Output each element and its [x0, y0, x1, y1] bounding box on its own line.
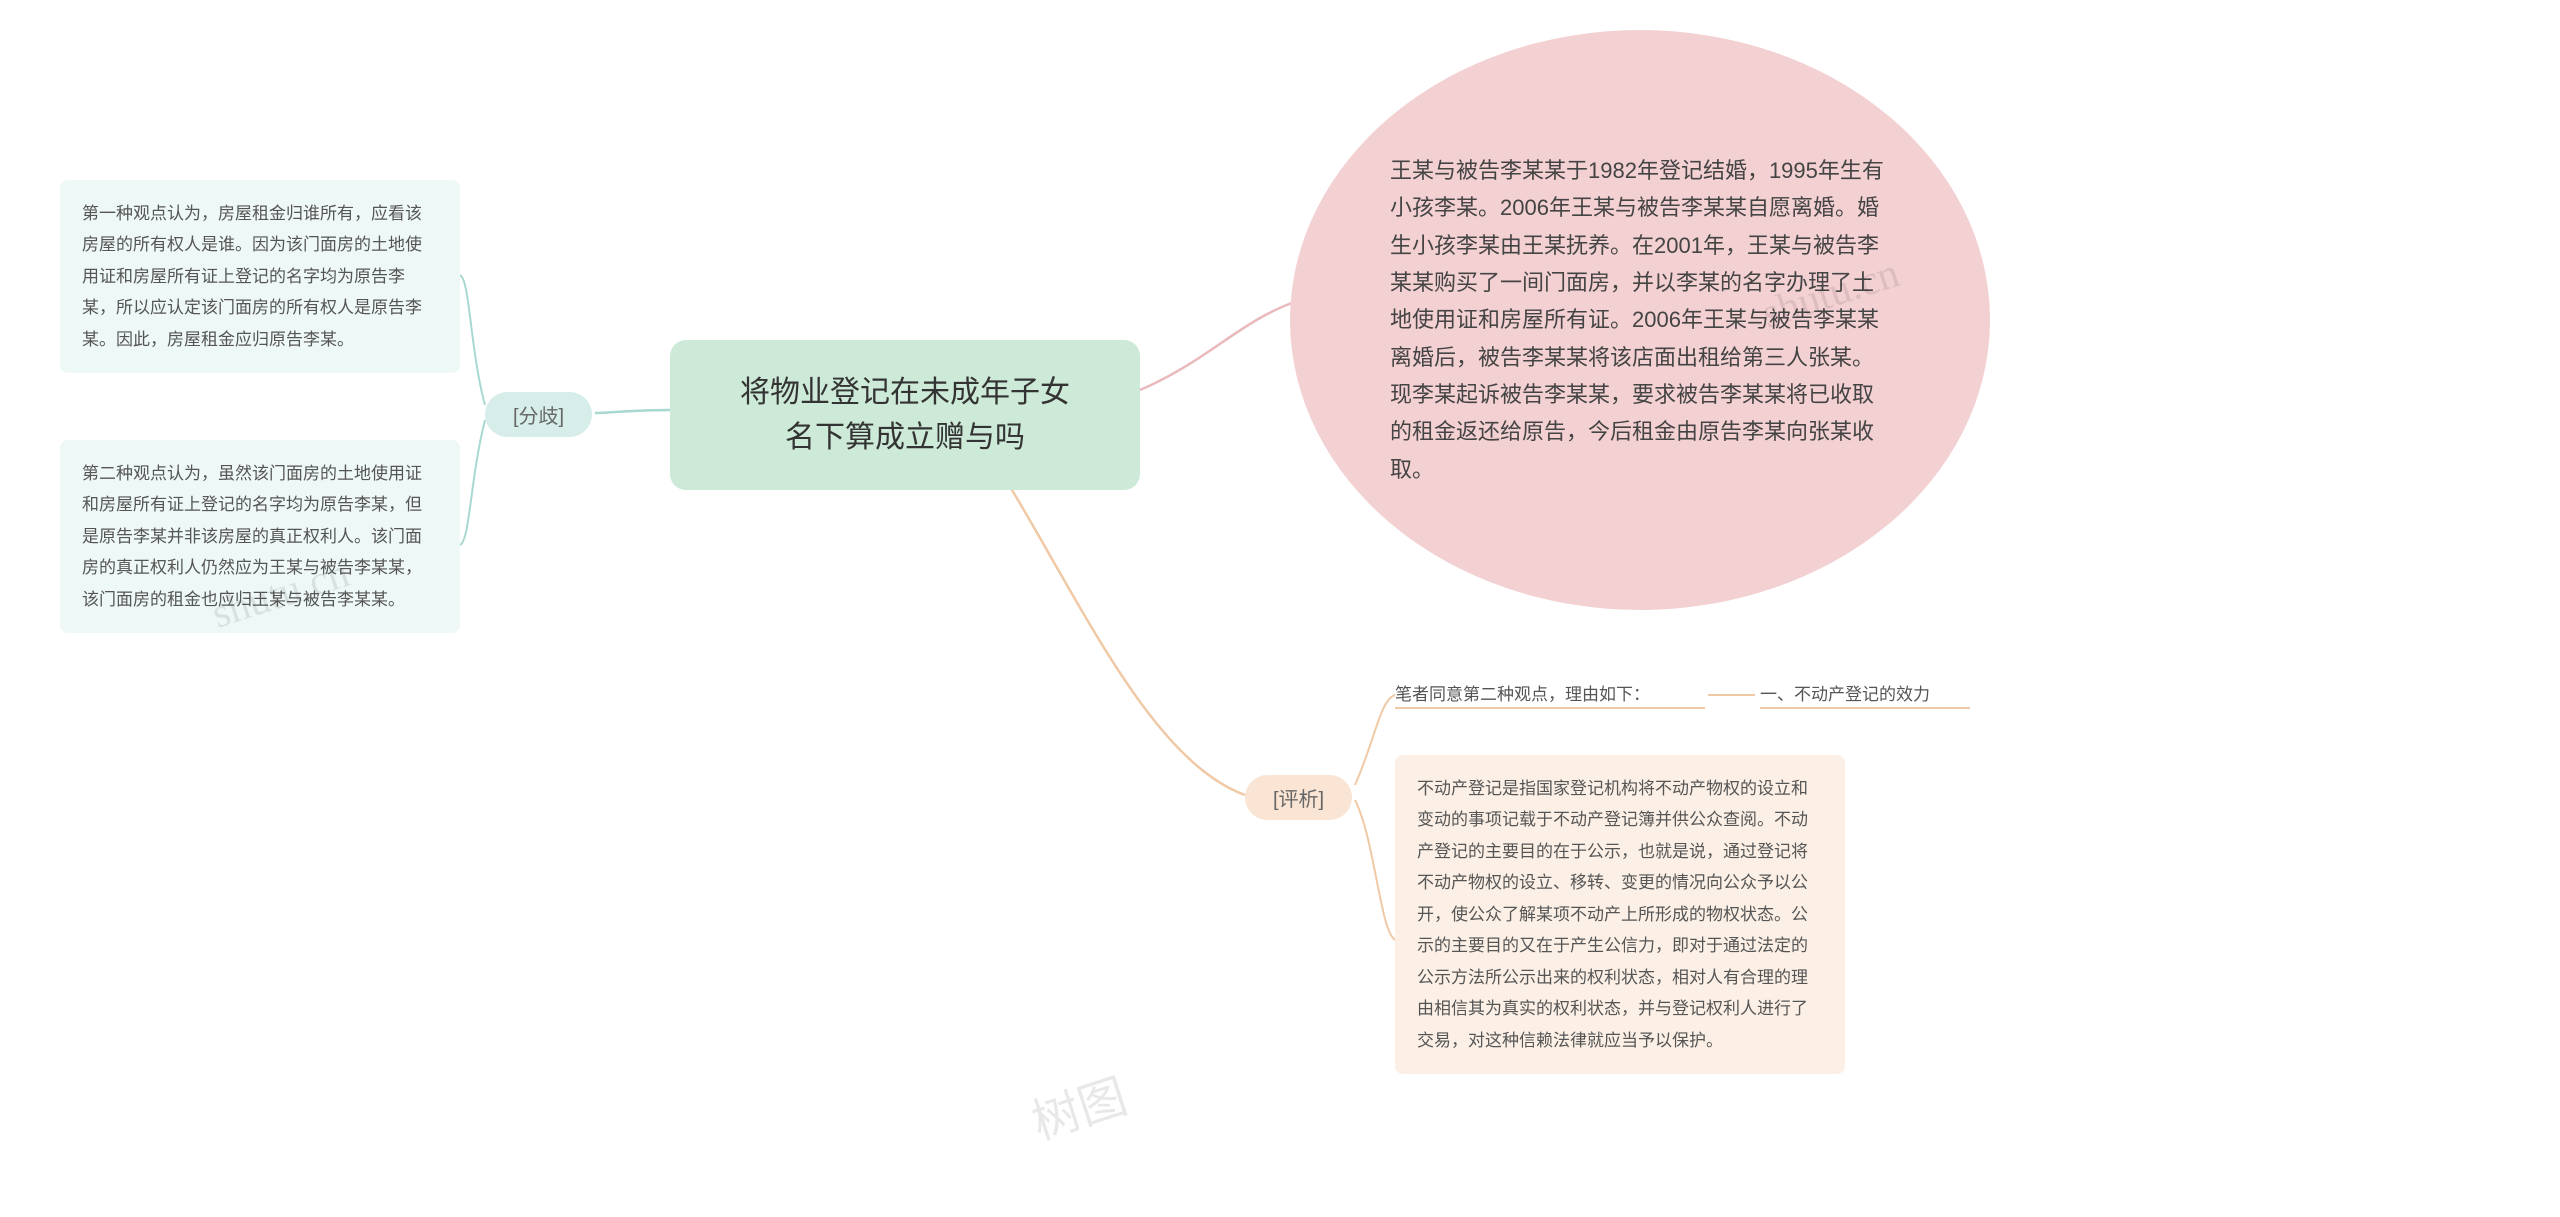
center-line1: 将物业登记在未成年子女 [740, 370, 1070, 415]
analysis-sub[interactable]: 一、不动产登记的效力 [1760, 680, 1930, 705]
case-bubble[interactable]: 王某与被告李某某于1982年登记结婚，1995年生有小孩李某。2006年王某与被… [1290, 30, 1990, 610]
watermark-tree-1: 树图 [1022, 1057, 1135, 1153]
analysis-box[interactable]: 不动产登记是指国家登记机构将不动产物权的设立和变动的事项记载于不动产登记簿并供公… [1395, 755, 1845, 1074]
center-topic[interactable]: 将物业登记在未成年子女 名下算成立赠与吗 [670, 340, 1140, 490]
view2-text: 第二种观点认为，虽然该门面房的土地使用证和房屋所有证上登记的名字均为原告李某，但… [82, 458, 438, 615]
center-line2: 名下算成立赠与吗 [740, 415, 1070, 460]
divergence-label-text: [分歧] [513, 400, 564, 429]
view2-box[interactable]: 第二种观点认为，虽然该门面房的土地使用证和房屋所有证上登记的名字均为原告李某，但… [60, 440, 460, 633]
analysis-line-text: 笔者同意第二种观点，理由如下： [1395, 680, 1650, 705]
analysis-line[interactable]: 笔者同意第二种观点，理由如下： [1395, 680, 1650, 705]
case-text: 王某与被告李某某于1982年登记结婚，1995年生有小孩李某。2006年王某与被… [1390, 152, 1890, 489]
analysis-label-text: [评析] [1273, 783, 1324, 812]
analysis-label[interactable]: [评析] [1245, 775, 1352, 820]
divergence-label[interactable]: [分歧] [485, 392, 592, 437]
analysis-box-text: 不动产登记是指国家登记机构将不动产物权的设立和变动的事项记载于不动产登记簿并供公… [1417, 773, 1823, 1056]
view1-text: 第一种观点认为，房屋租金归谁所有，应看该房屋的所有权人是谁。因为该门面房的土地使… [82, 198, 438, 355]
view1-box[interactable]: 第一种观点认为，房屋租金归谁所有，应看该房屋的所有权人是谁。因为该门面房的土地使… [60, 180, 460, 373]
analysis-sub-text: 一、不动产登记的效力 [1760, 680, 1930, 705]
